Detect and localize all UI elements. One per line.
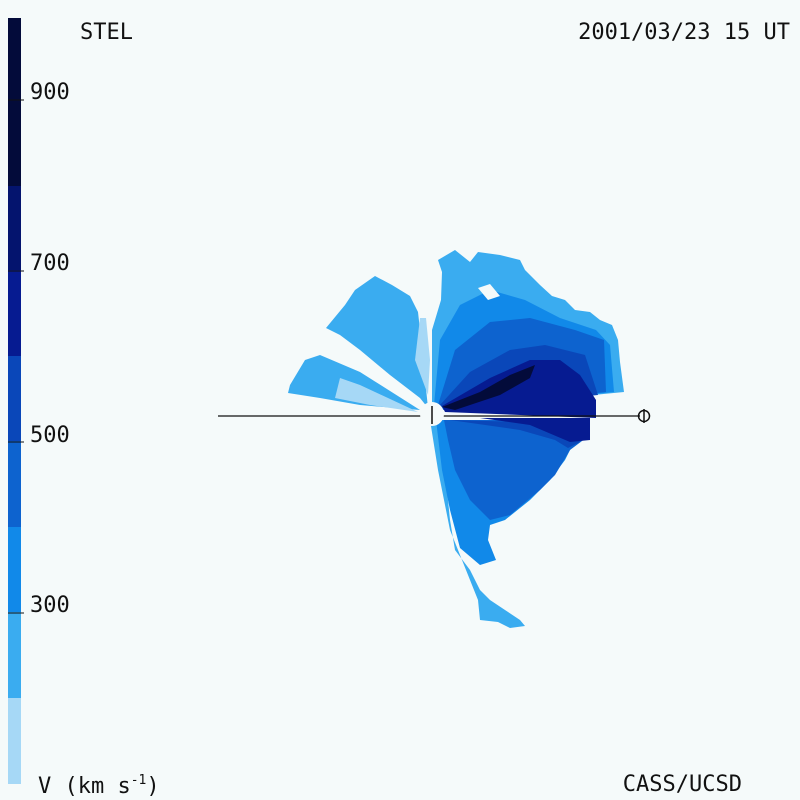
velocity-region-upper-left [326, 276, 428, 408]
earth-icon [637, 409, 651, 423]
colorbar-tick-label-900: 900 [30, 80, 70, 105]
unit-text: V (km s [38, 774, 131, 799]
velocity-region-left-pale [335, 378, 418, 412]
unit-exponent: -1 [130, 773, 147, 788]
velocity-region-lower-core-dark [480, 418, 590, 442]
colorbar-band-3 [8, 441, 21, 527]
colorbar [8, 18, 24, 784]
velocity-region-peak [442, 365, 535, 410]
colorbar-band-7 [8, 18, 21, 186]
colorbar-tick-label-300: 300 [30, 593, 70, 618]
velocity-region-lower-deep [444, 420, 586, 520]
velocity-region-core [442, 360, 596, 418]
colorbar-band-2 [8, 527, 21, 612]
colorbar-band-1 [8, 612, 21, 698]
velocity-region-left [288, 355, 420, 410]
timestamp-label: 2001/03/23 15 UT [578, 20, 790, 45]
colorbar-unit-label: V (km s-1) [38, 774, 160, 798]
colorbar-tick-label-700: 700 [30, 251, 70, 276]
colorbar-band-6 [8, 186, 21, 270]
station-label: STEL [80, 20, 133, 45]
colorbar-band-4 [8, 356, 21, 441]
credit-label: CASS/UCSD [622, 772, 742, 797]
colorbar-band-0 [8, 698, 21, 784]
colorbar-band-5 [8, 270, 21, 356]
velocity-gap-upper [478, 284, 500, 300]
colorbar-tick-label-500: 500 [30, 423, 70, 448]
velocity-region-left-pale-2 [415, 318, 430, 395]
unit-close: ) [146, 774, 160, 799]
velocity-map [288, 250, 624, 628]
